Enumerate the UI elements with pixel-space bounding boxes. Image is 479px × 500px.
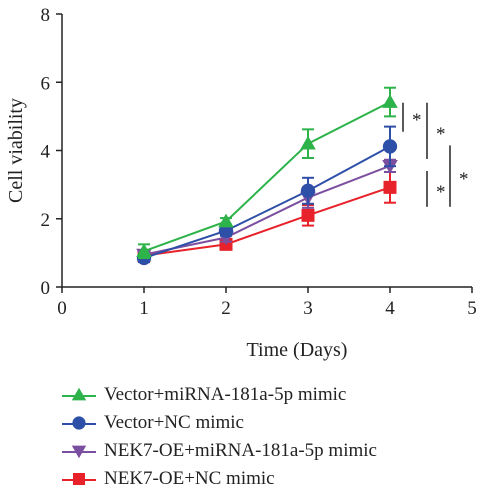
y-tick-label: 0 bbox=[41, 278, 51, 299]
series-line bbox=[143, 186, 391, 257]
significance-star: * bbox=[436, 182, 446, 203]
legend-item: NEK7-OE+NC mimic bbox=[60, 466, 475, 494]
legend-marker-shape bbox=[71, 445, 87, 459]
series-layer bbox=[136, 86, 398, 266]
series-line bbox=[143, 164, 391, 256]
y-axis-title: Cell viability bbox=[5, 98, 27, 203]
significance-annotations: * * * * bbox=[402, 102, 469, 207]
legend-label: NEK7-OE+NC mimic bbox=[104, 468, 275, 489]
data-point bbox=[136, 243, 152, 258]
legend-marker-icon bbox=[72, 416, 86, 430]
x-tick-label: 5 bbox=[467, 298, 477, 319]
series-Vector+miRNA-181a-5p mimic bbox=[136, 86, 398, 259]
data-point bbox=[383, 180, 397, 194]
significance-star: * bbox=[436, 124, 446, 145]
y-tick-label: 2 bbox=[41, 210, 51, 231]
legend-marker-shape bbox=[73, 473, 85, 485]
y-tick-label: 8 bbox=[41, 5, 51, 26]
legend-label: Vector+miRNA-181a-5p mimic bbox=[104, 384, 347, 405]
data-point bbox=[218, 213, 234, 228]
legend-marker-icon bbox=[73, 473, 85, 485]
legend-marker-icon bbox=[71, 445, 87, 459]
legend-marker-icon bbox=[71, 387, 87, 401]
legend-label: Vector+NC mimic bbox=[104, 412, 244, 433]
y-tick-label: 6 bbox=[41, 73, 51, 94]
x-tick-label: 1 bbox=[139, 298, 149, 319]
legend-item: NEK7-OE+miRNA-181a-5p mimic bbox=[60, 438, 475, 466]
data-point bbox=[300, 135, 316, 150]
legend-item: Vector+miRNA-181a-5p mimic bbox=[60, 382, 475, 410]
x-axis-title: Time (Days) bbox=[247, 339, 348, 361]
series-line bbox=[143, 101, 391, 253]
legend-marker-shape bbox=[71, 387, 87, 401]
significance-star: * bbox=[412, 110, 422, 131]
series-line bbox=[143, 145, 391, 259]
x-tick-label: 4 bbox=[385, 298, 395, 319]
y-tick-label: 4 bbox=[41, 142, 51, 163]
data-point bbox=[382, 139, 398, 154]
legend: Vector+miRNA-181a-5p mimic Vector+NC mimi… bbox=[60, 382, 475, 494]
significance-star: * bbox=[459, 169, 469, 190]
legend-item: Vector+NC mimic bbox=[60, 410, 475, 438]
legend-label: NEK7-OE+miRNA-181a-5p mimic bbox=[104, 440, 377, 461]
data-point bbox=[300, 183, 316, 198]
axes: 0 1 2 3 4 5 0 2 4 6 8 Time (Days) Cell viability bbox=[5, 5, 477, 361]
data-point bbox=[301, 208, 315, 222]
x-tick-label: 0 bbox=[57, 298, 67, 319]
x-tick-label: 2 bbox=[221, 298, 231, 319]
legend-marker-shape bbox=[72, 416, 86, 430]
x-tick-label: 3 bbox=[303, 298, 313, 319]
series-Vector+NC mimic bbox=[136, 125, 398, 266]
data-point bbox=[382, 94, 398, 108]
